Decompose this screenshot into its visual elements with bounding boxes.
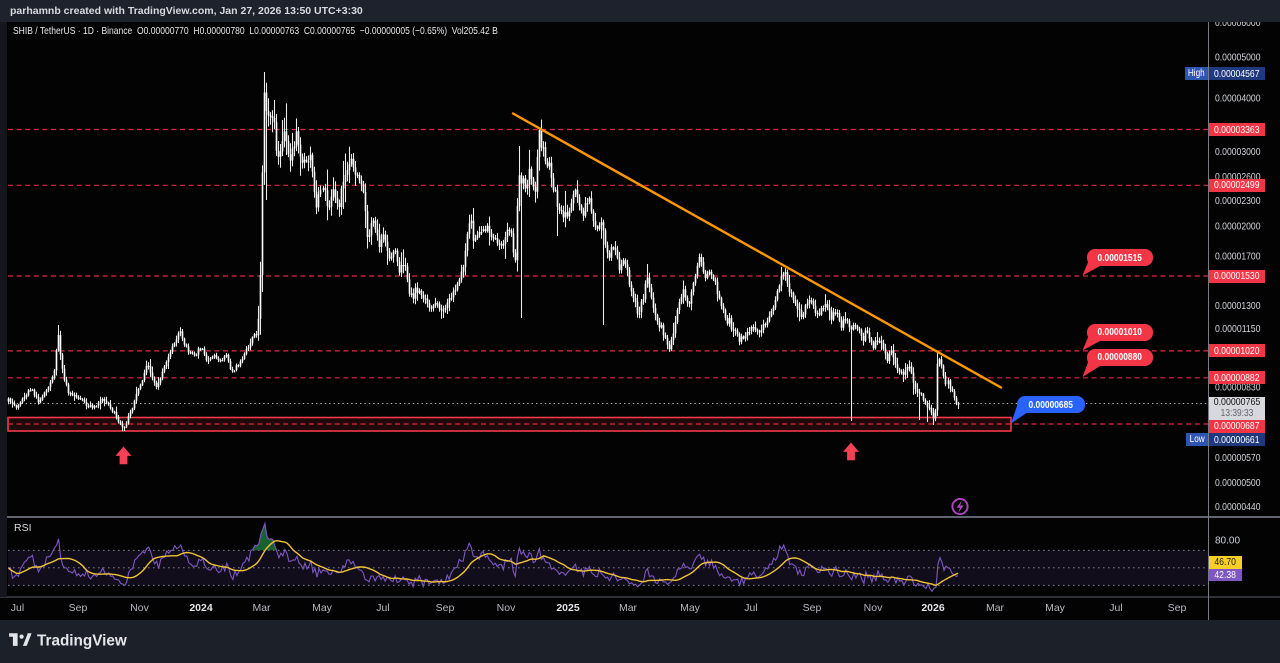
svg-text:0.00000440: 0.00000440 [1215, 501, 1261, 513]
svg-text:Jul: Jul [376, 602, 389, 614]
svg-text:Jul: Jul [744, 602, 757, 614]
svg-text:Nov: Nov [864, 602, 883, 614]
svg-text:0.00000830: 0.00000830 [1215, 382, 1261, 394]
svg-text:Nov: Nov [497, 602, 516, 614]
svg-text:Mar: Mar [252, 602, 271, 614]
svg-text:Sep: Sep [1168, 602, 1187, 614]
svg-text:0.00001300: 0.00001300 [1215, 300, 1261, 312]
svg-text:2024: 2024 [189, 602, 213, 614]
svg-text:TradingView: TradingView [37, 633, 127, 650]
svg-text:May: May [312, 602, 333, 614]
svg-text:0.00005000: 0.00005000 [1215, 52, 1261, 64]
svg-text:0.00002000: 0.00002000 [1215, 221, 1261, 233]
svg-text:2026: 2026 [921, 602, 945, 614]
svg-text:Sep: Sep [803, 602, 822, 614]
svg-text:May: May [680, 602, 701, 614]
svg-text:Sep: Sep [69, 602, 88, 614]
svg-text:RSI: RSI [14, 522, 32, 534]
svg-text:Jul: Jul [11, 602, 24, 614]
svg-text:80.00: 80.00 [1215, 535, 1240, 547]
svg-text:0.00004000: 0.00004000 [1215, 93, 1261, 105]
svg-text:Nov: Nov [130, 602, 149, 614]
svg-text:0.00000500: 0.00000500 [1215, 477, 1261, 489]
svg-text:0.00000570: 0.00000570 [1215, 452, 1261, 464]
svg-text:Jul: Jul [1109, 602, 1122, 614]
svg-text:Mar: Mar [619, 602, 638, 614]
svg-text:May: May [1045, 602, 1066, 614]
svg-text:0.00003000: 0.00003000 [1215, 146, 1261, 158]
svg-text:0.00001150: 0.00001150 [1215, 323, 1261, 335]
svg-text:Sep: Sep [436, 602, 455, 614]
svg-text:Mar: Mar [986, 602, 1005, 614]
svg-text:0.00001700: 0.00001700 [1215, 251, 1261, 263]
svg-text:2025: 2025 [556, 602, 580, 614]
svg-text:0.00002300: 0.00002300 [1215, 195, 1261, 207]
